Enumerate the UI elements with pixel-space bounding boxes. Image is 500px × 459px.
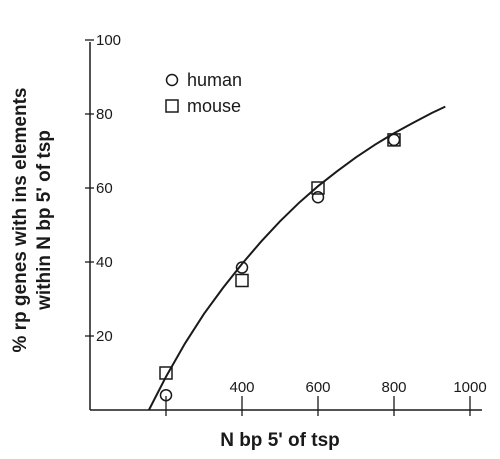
point-mouse [159,366,173,380]
point-human [159,388,173,402]
legend-marker-mouse [165,99,179,113]
legend-label-human: human [187,70,242,90]
legend: human mouse [165,70,242,116]
y-tick-label: 40 [96,254,113,271]
x-axis-title: N bp 5' of tsp [220,430,340,451]
x-tick-label: 600 [305,379,330,396]
y-axis-title-line1: % rp genes with ins elements [10,87,31,352]
y-tick-label: 100 [96,32,121,49]
point-mouse [235,273,249,288]
point-human [235,261,249,274]
y-tick-label: 60 [96,180,113,197]
data-points [159,133,401,402]
point-mouse [387,133,401,147]
y-tick-label: 80 [96,106,113,123]
x-tick-label: 800 [381,379,406,396]
ticks: 20 40 60 80 100 400 600 800 1000 [85,32,487,416]
x-tick-label: 1000 [453,379,486,396]
legend-marker-human [165,73,179,87]
point-human [387,133,401,147]
point-human [311,191,325,204]
point-mouse [311,181,325,195]
axes [89,42,482,411]
fit-curve [148,105,446,411]
y-tick-label: 20 [96,328,113,345]
legend-label-mouse: mouse [187,96,241,116]
y-axis-title-line2: within N bp 5' of tsp [34,130,55,311]
x-tick-label: 400 [229,379,254,396]
